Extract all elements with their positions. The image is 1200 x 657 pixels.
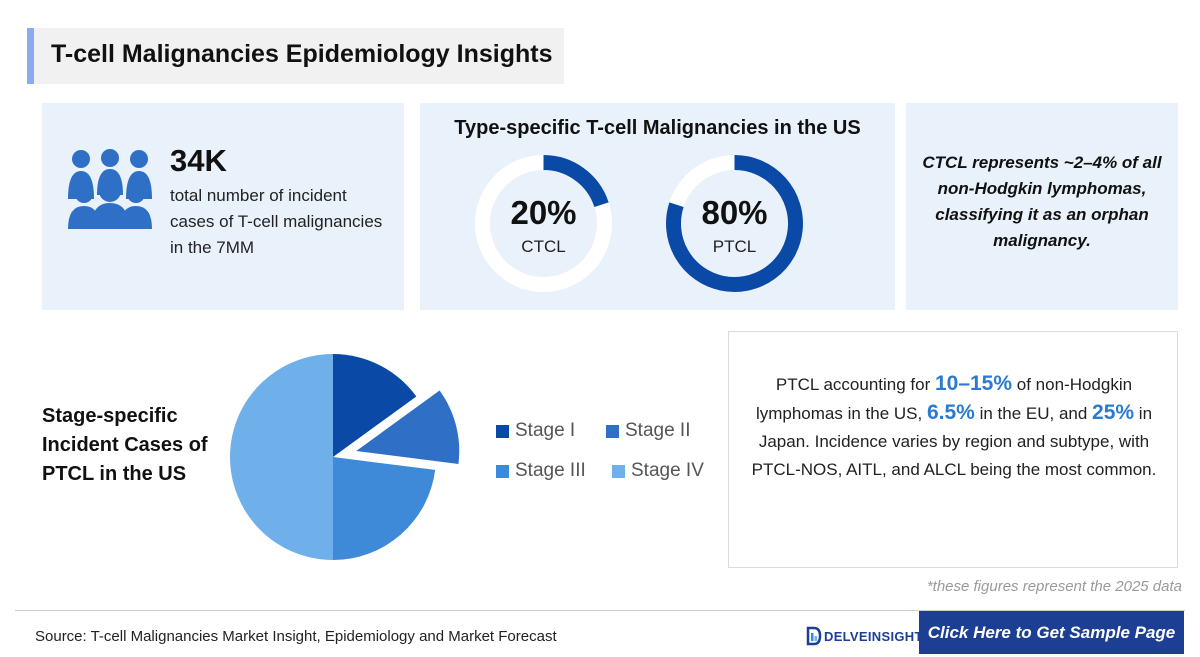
legend-item-stage-i: Stage I xyxy=(496,420,575,442)
type-split-title: Type-specific T-cell Malignancies in the… xyxy=(454,117,861,139)
legend-item-stage-iv: Stage IV xyxy=(612,460,704,482)
ptcl-percent: 80% xyxy=(701,194,768,231)
legend-label-stage-ii: Stage II xyxy=(625,420,691,441)
legend-label-stage-i: Stage I xyxy=(515,420,576,441)
source-text: Source: T-cell Malignancies Market Insig… xyxy=(35,628,557,645)
legend-item-stage-ii: Stage II xyxy=(606,420,691,442)
ptcl-donut: 80% PTCL xyxy=(662,151,807,296)
legend-swatch-stage-i xyxy=(496,424,509,438)
stage-chart-title: Stage-specific Incident Cases of PTCL in… xyxy=(42,405,208,485)
ptcl-donut-arc xyxy=(666,155,803,292)
ptcl-info-text: PTCL accounting for 10–15% of non-Hodgki… xyxy=(747,370,1161,484)
logo-text: DELVEINSIGHT xyxy=(824,628,923,644)
ptcl-text-part-4: in Japan. Incidence varies by region and… xyxy=(751,404,1157,479)
ptcl-label: PTCL xyxy=(712,237,757,256)
stage-pie-chart xyxy=(230,354,460,560)
title-bar: T-cell Malignancies Epidemiology Insight… xyxy=(27,28,564,84)
legend-label-stage-iv: Stage IV xyxy=(631,460,704,481)
ctcl-donut: 20% CTCL xyxy=(471,151,616,296)
ctcl-percent: 20% xyxy=(510,194,577,231)
ctcl-note-panel: CTCL represents ~2–4% of all non-Hodgkin… xyxy=(906,103,1178,310)
ctcl-note: CTCL represents ~2–4% of all non-Hodgkin… xyxy=(922,153,1162,250)
ptcl-text-part-1: PTCL accounting for xyxy=(775,375,935,394)
footer-divider xyxy=(15,610,1185,611)
incidence-description: total number of incident cases of T-cell… xyxy=(170,186,383,257)
type-split-panel: Type-specific T-cell Malignancies in the… xyxy=(420,103,895,310)
ptcl-us-share: 10–15% xyxy=(934,372,1013,395)
legend-swatch-stage-iv xyxy=(612,464,625,478)
incidence-panel: 34K total number of incident cases of T-… xyxy=(42,103,404,310)
ptcl-info-box: PTCL accounting for 10–15% of non-Hodgki… xyxy=(728,331,1178,568)
legend-swatch-stage-iii xyxy=(496,464,509,478)
ptcl-text-part-3: in the EU, and xyxy=(974,404,1093,423)
page-title: T-cell Malignancies Epidemiology Insight… xyxy=(51,40,553,68)
data-year-footnote: *these figures represent the 2025 data xyxy=(926,578,1182,595)
delveinsight-logo[interactable]: DELVEINSIGHT xyxy=(806,626,923,646)
people-group-icon xyxy=(68,149,152,229)
incidence-value: 34K xyxy=(170,143,227,178)
pie-slice-stage-iii xyxy=(333,457,436,560)
legend-swatch-stage-ii xyxy=(606,424,619,438)
ptcl-eu-share: 6.5% xyxy=(926,401,975,424)
ptcl-japan-share: 25% xyxy=(1092,401,1135,424)
legend-item-stage-iii: Stage III xyxy=(496,460,586,482)
pie-slice-stage-i xyxy=(333,354,417,457)
legend-label-stage-iii: Stage III xyxy=(515,460,586,481)
get-sample-page-button[interactable]: Click Here to Get Sample Page xyxy=(919,611,1184,654)
pie-slice-stage-iv xyxy=(230,354,333,560)
ptcl-text-part-2: of non-Hodgkin lymphomas in the US, xyxy=(755,375,1133,423)
ctcl-donut-arc xyxy=(543,155,609,208)
ctcl-label: CTCL xyxy=(521,237,566,256)
logo-mark-icon xyxy=(806,626,822,646)
pie-slice-stage-ii xyxy=(356,390,460,464)
